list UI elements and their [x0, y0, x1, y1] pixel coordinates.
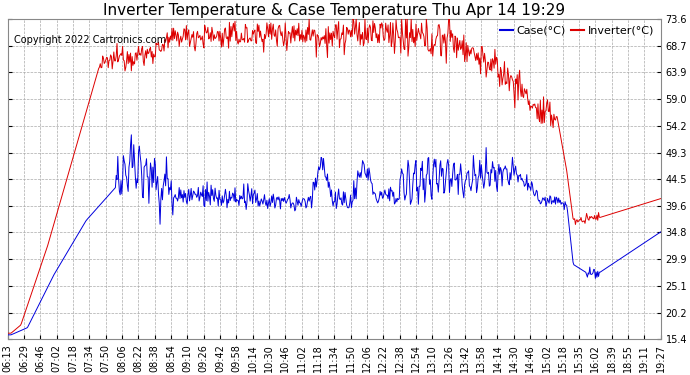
Title: Inverter Temperature & Case Temperature Thu Apr 14 19:29: Inverter Temperature & Case Temperature …	[104, 3, 565, 18]
Legend: Case(°C), Inverter(°C): Case(°C), Inverter(°C)	[498, 24, 656, 37]
Text: Copyright 2022 Cartronics.com: Copyright 2022 Cartronics.com	[14, 35, 166, 45]
